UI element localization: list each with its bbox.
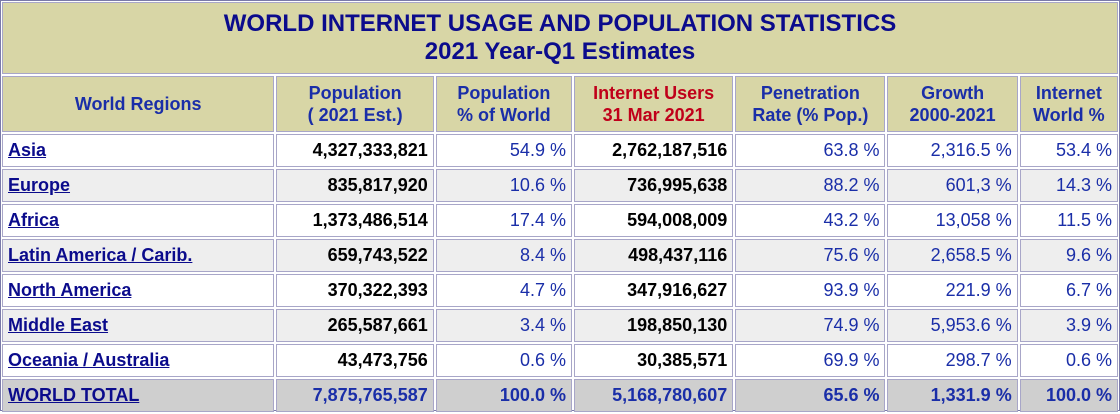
- region-cell: North America: [2, 274, 275, 307]
- region-cell: WORLD TOTAL: [2, 379, 275, 412]
- header-penetration-line1: Penetration: [760, 83, 860, 103]
- internet-users-cell: 736,995,638: [573, 169, 734, 202]
- pct-world-cell: 100.0 %: [435, 379, 572, 412]
- header-internet-users-line1: Internet Users: [593, 83, 715, 103]
- region-cell: Middle East: [2, 309, 275, 342]
- region-cell: Asia: [2, 134, 275, 167]
- header-population: Population ( 2021 Est.): [276, 76, 434, 132]
- header-internet-users-line2: 31 Mar 2021: [602, 105, 705, 125]
- growth-cell: 601,3 %: [887, 169, 1018, 202]
- header-penetration: Penetration Rate (% Pop.): [735, 76, 886, 132]
- penetration-cell: 74.9 %: [735, 309, 886, 342]
- growth-cell: 1,331.9 %: [887, 379, 1018, 412]
- pct-world-cell: 10.6 %: [435, 169, 572, 202]
- pct-world-cell: 3.4 %: [435, 309, 572, 342]
- table-row: Latin America / Carib. 659,743,522 8.4 %…: [2, 239, 1118, 272]
- internet-users-cell: 5,168,780,607: [573, 379, 734, 412]
- internet-world-cell: 0.6 %: [1019, 344, 1118, 377]
- internet-world-cell: 3.9 %: [1019, 309, 1118, 342]
- header-population-line2: ( 2021 Est.): [307, 105, 403, 125]
- region-cell: Europe: [2, 169, 275, 202]
- population-cell: 4,327,333,821: [276, 134, 434, 167]
- region-link-middle-east[interactable]: Middle East: [8, 315, 109, 335]
- region-cell: Latin America / Carib.: [2, 239, 275, 272]
- header-row: World Regions Population ( 2021 Est.) Po…: [2, 76, 1118, 132]
- table-title: WORLD INTERNET USAGE AND POPULATION STAT…: [2, 2, 1118, 74]
- penetration-cell: 43.2 %: [735, 204, 886, 237]
- table-row: Europe 835,817,920 10.6 % 736,995,638 88…: [2, 169, 1118, 202]
- header-internet-users: Internet Users 31 Mar 2021: [573, 76, 734, 132]
- header-pct-world-line2: % of World: [457, 105, 551, 125]
- growth-cell: 2,316.5 %: [887, 134, 1018, 167]
- internet-world-cell: 11.5 %: [1019, 204, 1118, 237]
- internet-users-cell: 594,008,009: [573, 204, 734, 237]
- growth-cell: 13,058 %: [887, 204, 1018, 237]
- table-row: Oceania / Australia 43,473,756 0.6 % 30,…: [2, 344, 1118, 377]
- header-world-regions-label: World Regions: [74, 94, 202, 114]
- internet-world-cell: 14.3 %: [1019, 169, 1118, 202]
- population-cell: 835,817,920: [276, 169, 434, 202]
- title-line-2: 2021 Year-Q1 Estimates: [424, 38, 696, 65]
- internet-users-cell: 198,850,130: [573, 309, 734, 342]
- header-growth: Growth 2000-2021: [887, 76, 1018, 132]
- penetration-cell: 93.9 %: [735, 274, 886, 307]
- pct-world-cell: 4.7 %: [435, 274, 572, 307]
- population-cell: 7,875,765,587: [276, 379, 434, 412]
- header-world-regions: World Regions: [2, 76, 275, 132]
- header-growth-line2: 2000-2021: [909, 105, 996, 125]
- internet-world-cell: 6.7 %: [1019, 274, 1118, 307]
- title-line-1: WORLD INTERNET USAGE AND POPULATION STAT…: [223, 10, 897, 37]
- region-link-asia[interactable]: Asia: [8, 140, 47, 160]
- header-population-line1: Population: [308, 83, 402, 103]
- table-row: Middle East 265,587,661 3.4 % 198,850,13…: [2, 309, 1118, 342]
- table-row: Asia 4,327,333,821 54.9 % 2,762,187,516 …: [2, 134, 1118, 167]
- region-link-latin-america[interactable]: Latin America / Carib.: [8, 245, 193, 265]
- header-internet-world-line1: Internet: [1035, 83, 1102, 103]
- header-internet-world: Internet World %: [1019, 76, 1118, 132]
- region-link-world-total[interactable]: WORLD TOTAL: [8, 385, 140, 405]
- region-cell: Africa: [2, 204, 275, 237]
- growth-cell: 221.9 %: [887, 274, 1018, 307]
- growth-cell: 2,658.5 %: [887, 239, 1018, 272]
- title-row: WORLD INTERNET USAGE AND POPULATION STAT…: [2, 2, 1118, 74]
- internet-users-cell: 2,762,187,516: [573, 134, 734, 167]
- table-row: Africa 1,373,486,514 17.4 % 594,008,009 …: [2, 204, 1118, 237]
- internet-users-cell: 30,385,571: [573, 344, 734, 377]
- region-link-oceania[interactable]: Oceania / Australia: [8, 350, 170, 370]
- header-penetration-line2: Rate (% Pop.): [752, 105, 869, 125]
- table-row: North America 370,322,393 4.7 % 347,916,…: [2, 274, 1118, 307]
- pct-world-cell: 0.6 %: [435, 344, 572, 377]
- pct-world-cell: 8.4 %: [435, 239, 572, 272]
- population-cell: 1,373,486,514: [276, 204, 434, 237]
- pct-world-cell: 17.4 %: [435, 204, 572, 237]
- header-growth-line1: Growth: [921, 83, 985, 103]
- region-cell: Oceania / Australia: [2, 344, 275, 377]
- penetration-cell: 88.2 %: [735, 169, 886, 202]
- population-cell: 265,587,661: [276, 309, 434, 342]
- region-link-north-america[interactable]: North America: [8, 280, 132, 300]
- internet-users-cell: 498,437,116: [573, 239, 734, 272]
- penetration-cell: 69.9 %: [735, 344, 886, 377]
- penetration-cell: 75.6 %: [735, 239, 886, 272]
- growth-cell: 298.7 %: [887, 344, 1018, 377]
- region-link-europe[interactable]: Europe: [8, 175, 71, 195]
- internet-world-cell: 100.0 %: [1019, 379, 1118, 412]
- internet-world-cell: 53.4 %: [1019, 134, 1118, 167]
- population-cell: 659,743,522: [276, 239, 434, 272]
- pct-world-cell: 54.9 %: [435, 134, 572, 167]
- header-pct-world: Population % of World: [435, 76, 572, 132]
- growth-cell: 5,953.6 %: [887, 309, 1018, 342]
- header-pct-world-line1: Population: [457, 83, 551, 103]
- penetration-cell: 63.8 %: [735, 134, 886, 167]
- region-link-africa[interactable]: Africa: [8, 210, 60, 230]
- header-internet-world-line2: World %: [1033, 105, 1105, 125]
- internet-world-cell: 9.6 %: [1019, 239, 1118, 272]
- total-row: WORLD TOTAL 7,875,765,587 100.0 % 5,168,…: [2, 379, 1118, 412]
- penetration-cell: 65.6 %: [735, 379, 886, 412]
- internet-users-cell: 347,916,627: [573, 274, 734, 307]
- population-cell: 370,322,393: [276, 274, 434, 307]
- population-cell: 43,473,756: [276, 344, 434, 377]
